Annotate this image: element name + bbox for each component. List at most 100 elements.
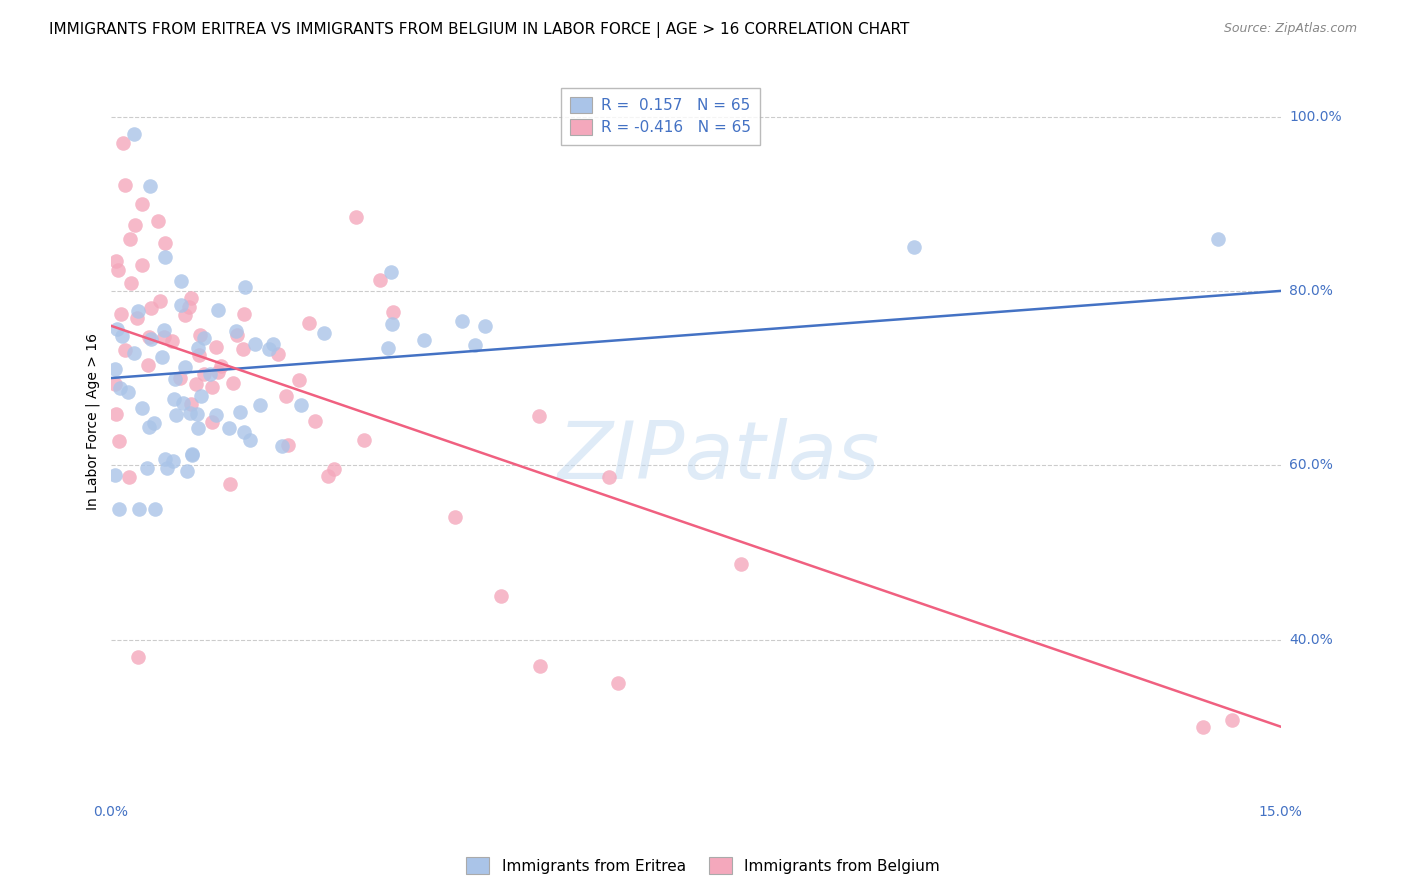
Point bbox=[139, 179, 162, 194]
Point bbox=[368, 273, 391, 287]
Point bbox=[181, 449, 204, 463]
Point bbox=[127, 650, 149, 665]
Text: IMMIGRANTS FROM ERITREA VS IMMIGRANTS FROM BELGIUM IN LABOR FORCE | AGE > 16 COR: IMMIGRANTS FROM ERITREA VS IMMIGRANTS FR… bbox=[49, 22, 910, 38]
Point bbox=[413, 333, 436, 347]
Point bbox=[122, 345, 145, 359]
Point bbox=[104, 407, 127, 421]
Point bbox=[104, 467, 127, 482]
Point bbox=[274, 389, 297, 403]
Point bbox=[267, 347, 290, 361]
Point bbox=[377, 341, 399, 355]
Point bbox=[218, 421, 240, 435]
Point bbox=[153, 235, 176, 250]
Point bbox=[489, 589, 512, 603]
Legend: R =  0.157   N = 65, R = -0.416   N = 65: R = 0.157 N = 65, R = -0.416 N = 65 bbox=[561, 87, 761, 145]
Point bbox=[153, 323, 176, 337]
Point bbox=[136, 358, 159, 372]
Point bbox=[184, 377, 207, 392]
Point bbox=[232, 425, 254, 440]
Point bbox=[464, 338, 486, 352]
Point bbox=[104, 362, 127, 376]
Point bbox=[180, 291, 202, 305]
Point bbox=[249, 398, 271, 412]
Point bbox=[606, 676, 628, 690]
Point bbox=[207, 365, 229, 379]
Point bbox=[169, 371, 191, 385]
Point bbox=[139, 332, 162, 346]
Point bbox=[146, 214, 169, 228]
Point bbox=[290, 399, 312, 413]
Point bbox=[444, 509, 467, 524]
Text: Source: ZipAtlas.com: Source: ZipAtlas.com bbox=[1223, 22, 1357, 36]
Point bbox=[232, 342, 254, 356]
Point bbox=[187, 421, 209, 435]
Point bbox=[316, 469, 339, 483]
Point bbox=[117, 470, 139, 484]
Point bbox=[136, 461, 159, 475]
Point bbox=[186, 407, 208, 421]
Point bbox=[257, 343, 280, 357]
Point bbox=[382, 305, 405, 319]
Point bbox=[152, 330, 174, 344]
Point bbox=[180, 397, 202, 411]
Point bbox=[229, 405, 252, 419]
Point bbox=[1192, 720, 1215, 734]
Point bbox=[108, 381, 131, 395]
Point bbox=[187, 341, 209, 355]
Text: 40.0%: 40.0% bbox=[1289, 632, 1333, 647]
Point bbox=[903, 240, 925, 254]
Point bbox=[156, 461, 179, 475]
Point bbox=[1208, 231, 1230, 245]
Point bbox=[111, 136, 134, 150]
Y-axis label: In Labor Force | Age > 16: In Labor Force | Age > 16 bbox=[86, 333, 100, 510]
Point bbox=[105, 322, 128, 336]
Text: 100.0%: 100.0% bbox=[1289, 110, 1341, 124]
Point bbox=[239, 433, 262, 447]
Point bbox=[450, 314, 472, 328]
Point bbox=[141, 301, 163, 316]
Point bbox=[127, 304, 149, 318]
Point bbox=[218, 477, 240, 491]
Point bbox=[1220, 713, 1243, 727]
Point bbox=[188, 328, 211, 343]
Point bbox=[474, 318, 496, 333]
Point bbox=[153, 451, 176, 466]
Legend: Immigrants from Eritrea, Immigrants from Belgium: Immigrants from Eritrea, Immigrants from… bbox=[460, 851, 946, 880]
Point bbox=[173, 360, 195, 375]
Point bbox=[353, 433, 375, 447]
Point bbox=[177, 300, 200, 314]
Point bbox=[143, 416, 166, 430]
Point bbox=[297, 316, 319, 330]
Point bbox=[114, 178, 136, 193]
Point bbox=[176, 464, 198, 478]
Point bbox=[200, 368, 222, 382]
Point bbox=[181, 447, 204, 461]
Point bbox=[124, 218, 146, 232]
Text: 80.0%: 80.0% bbox=[1289, 284, 1333, 298]
Text: 0.0%: 0.0% bbox=[93, 805, 128, 819]
Point bbox=[162, 392, 184, 406]
Point bbox=[143, 501, 166, 516]
Text: 60.0%: 60.0% bbox=[1289, 458, 1333, 472]
Point bbox=[529, 409, 551, 424]
Point bbox=[114, 343, 136, 357]
Point bbox=[150, 351, 173, 365]
Point bbox=[107, 263, 129, 277]
Point bbox=[245, 337, 267, 351]
Point bbox=[179, 406, 201, 420]
Point bbox=[193, 331, 215, 345]
Point bbox=[108, 434, 131, 448]
Point bbox=[117, 385, 139, 400]
Point bbox=[201, 415, 224, 429]
Point bbox=[233, 280, 256, 294]
Point bbox=[381, 318, 404, 332]
Point bbox=[200, 380, 222, 394]
Point bbox=[323, 461, 346, 475]
Point bbox=[131, 401, 153, 416]
Point bbox=[170, 273, 193, 287]
Point bbox=[108, 501, 131, 516]
Point bbox=[165, 408, 187, 422]
Point bbox=[598, 470, 620, 484]
Point bbox=[304, 414, 326, 428]
Point bbox=[174, 309, 197, 323]
